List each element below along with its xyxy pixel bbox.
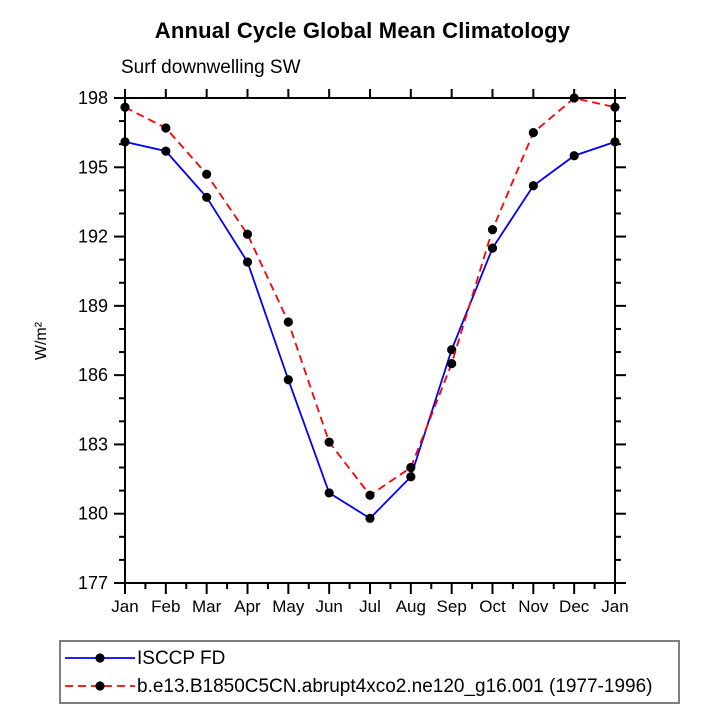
- x-tick-label: Feb: [151, 597, 180, 616]
- legend-marker-dot: [95, 681, 105, 691]
- data-point-marker: [283, 375, 293, 385]
- x-tick-label: Mar: [192, 597, 222, 616]
- data-point-marker: [447, 358, 457, 369]
- data-point-marker: [569, 151, 579, 161]
- x-tick-label: Aug: [396, 597, 426, 616]
- y-tick-label: 195: [78, 157, 108, 177]
- data-point-marker: [161, 123, 171, 133]
- y-tick-label: 186: [78, 365, 108, 385]
- data-point-marker: [202, 169, 212, 179]
- data-point-marker: [487, 243, 498, 253]
- series-line-model-run: [124, 97, 616, 497]
- series-line-isccp-fd: [124, 141, 616, 520]
- x-tick-label: Jun: [315, 597, 342, 616]
- y-tick-label: 180: [78, 504, 108, 524]
- plot-frame: [124, 97, 616, 584]
- data-point-marker: [242, 229, 253, 239]
- chart-title: Annual Cycle Global Mean Climatology: [154, 18, 571, 43]
- y-tick-label: 183: [78, 434, 108, 454]
- data-point-marker: [528, 181, 538, 191]
- legend-marker-dot: [95, 653, 105, 663]
- y-axis-label: W/m²: [33, 321, 50, 360]
- data-point-marker: [610, 137, 620, 147]
- data-point-marker: [242, 257, 253, 267]
- chart-legend: ISCCP FD b.e13.B1850C5CN.abrupt4xco2.ne1…: [59, 640, 680, 704]
- legend-label-isccp-fd: ISCCP FD: [137, 647, 226, 669]
- data-point-marker: [447, 345, 457, 355]
- x-tick-label: Nov: [518, 597, 549, 616]
- data-point-marker: [610, 102, 620, 112]
- y-tick-label: 189: [78, 296, 108, 316]
- data-point-marker: [202, 192, 212, 202]
- data-point-marker: [324, 437, 334, 447]
- x-tick-label: Jan: [111, 597, 138, 616]
- legend-item-model-run: b.e13.B1850C5CN.abrupt4xco2.ne120_g16.00…: [63, 674, 678, 698]
- legend-dashed-line-sample: [65, 681, 135, 691]
- x-tick-label: Sep: [437, 597, 467, 616]
- data-point-marker: [324, 488, 334, 498]
- y-tick-label: 198: [78, 88, 108, 108]
- data-point-marker: [365, 490, 375, 500]
- x-tick-label: Jan: [601, 597, 628, 616]
- data-point-marker: [569, 93, 579, 103]
- data-point-marker: [365, 513, 375, 523]
- data-point-marker: [120, 137, 130, 147]
- data-point-marker: [283, 317, 293, 327]
- data-point-marker: [120, 102, 130, 112]
- x-tick-label: Apr: [234, 597, 261, 616]
- data-point-marker: [161, 146, 171, 156]
- data-point-marker: [406, 472, 416, 482]
- x-tick-label: Dec: [559, 597, 590, 616]
- y-tick-label: 177: [78, 573, 108, 593]
- legend-item-isccp-fd: ISCCP FD: [63, 646, 678, 670]
- y-tick-label: 192: [78, 227, 108, 247]
- x-tick-label: May: [272, 597, 305, 616]
- data-point-marker: [487, 225, 498, 235]
- legend-solid-line-sample: [65, 653, 135, 663]
- data-point-marker: [406, 462, 416, 473]
- x-tick-label: Jul: [359, 597, 381, 616]
- x-tick-label: Oct: [479, 597, 506, 616]
- chart-subtitle: Surf downwelling SW: [121, 57, 301, 78]
- legend-label-model-run: b.e13.B1850C5CN.abrupt4xco2.ne120_g16.00…: [137, 675, 653, 697]
- data-point-marker: [528, 128, 538, 138]
